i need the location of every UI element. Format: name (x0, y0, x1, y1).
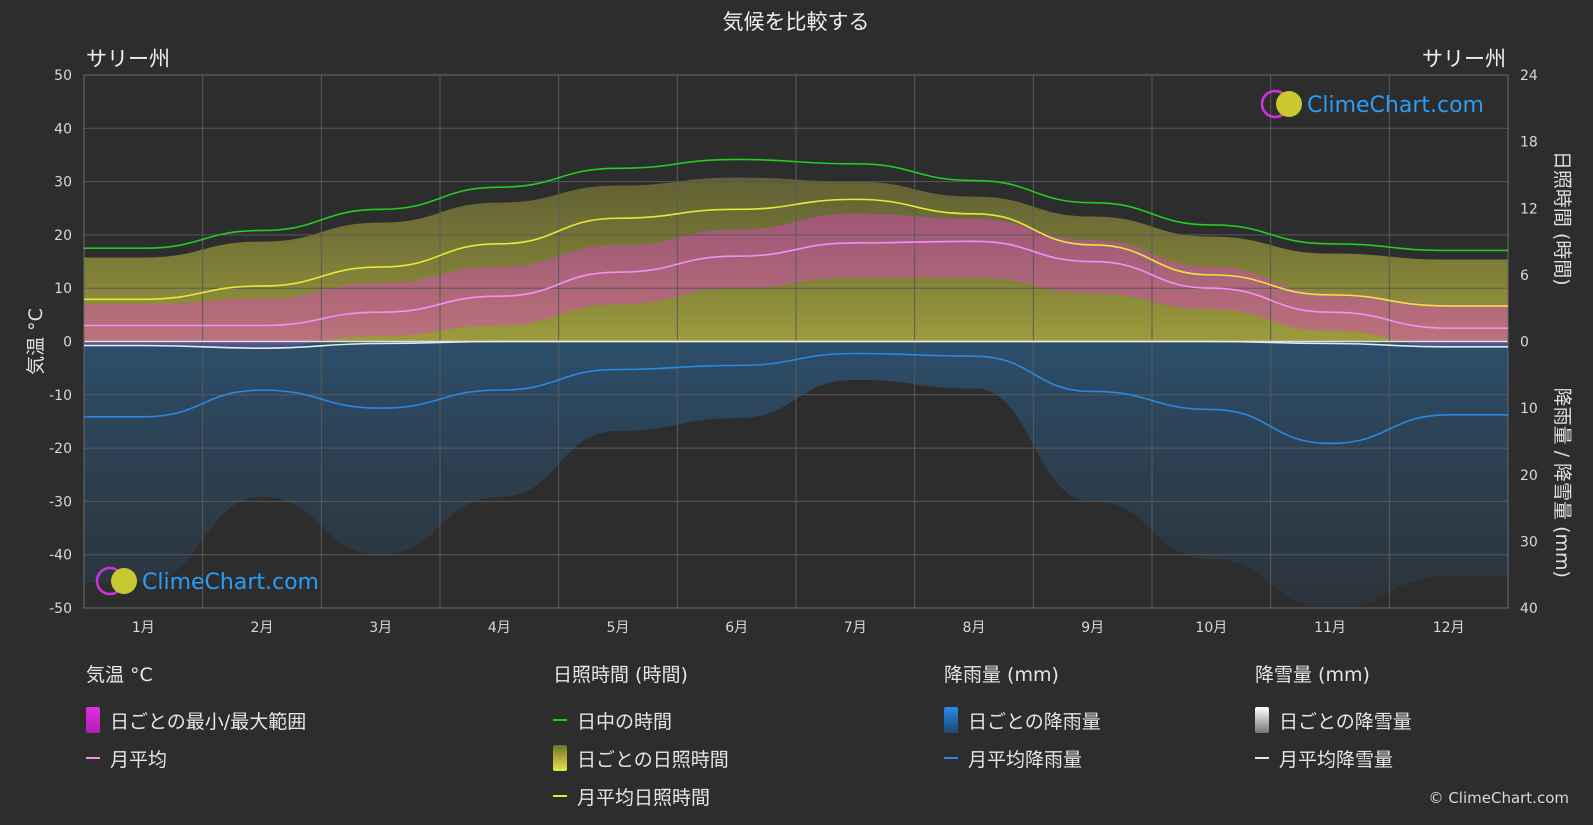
legend-item-daylight: 日中の時間 (553, 701, 729, 739)
temp-range-swatch (86, 707, 100, 733)
y-left-tick-10: -50 (49, 601, 72, 617)
y-right-bottom-tick-4: 40 (1520, 601, 1538, 617)
logo-bottom-text: ClimeChart.com (142, 570, 319, 595)
rain-avg-line (84, 352, 1508, 445)
daylight-swatch (553, 719, 567, 721)
legend-rain: 降雨量 (mm) 日ごとの降雨量 月平均降雨量 (944, 660, 1101, 777)
y-left-tick-7: -20 (49, 441, 72, 457)
snow-daily-swatch (1255, 707, 1269, 733)
legend-item-rain-daily: 日ごとの降雨量 (944, 701, 1101, 739)
logo-top-text: ClimeChart.com (1307, 93, 1484, 118)
y-right-top-tick-1: 18 (1520, 135, 1538, 151)
x-tick-3: 4月 (488, 620, 511, 636)
y-left-tick-2: 30 (54, 175, 72, 191)
rain-daily-swatch (944, 707, 958, 733)
y-left-tick-4: 10 (54, 281, 72, 297)
legend-sunshine: 日照時間 (時間) 日中の時間 日ごとの日照時間 月平均日照時間 (553, 660, 729, 815)
legend-sunshine-avg-label: 月平均日照時間 (577, 786, 711, 809)
x-tick-1: 2月 (251, 620, 274, 636)
legend-item-sunshine-avg: 月平均日照時間 (553, 777, 729, 815)
x-tick-7: 8月 (963, 620, 986, 636)
location-right: サリー州 (1422, 47, 1506, 71)
legend-snow-daily-label: 日ごとの降雪量 (1279, 710, 1412, 733)
legend-sunshine-header: 日照時間 (時間) (553, 664, 688, 686)
x-tick-8: 9月 (1081, 620, 1104, 636)
x-tick-10: 11月 (1314, 620, 1346, 636)
logo-top-sun-icon (1276, 91, 1302, 117)
sunshine-daily-swatch (553, 745, 567, 771)
legend-sunshine-daily-label: 日ごとの日照時間 (577, 748, 729, 771)
copyright: © ClimeChart.com (1428, 789, 1569, 807)
legend-rain-daily-label: 日ごとの降雨量 (968, 710, 1101, 733)
snow-avg-swatch (1255, 757, 1269, 759)
legend-item-rain-avg: 月平均降雨量 (944, 739, 1101, 777)
temp-avg-line (84, 240, 1508, 329)
location-left: サリー州 (86, 47, 170, 71)
legend-daylight-label: 日中の時間 (577, 710, 673, 733)
legend-snow-avg-label: 月平均降雪量 (1279, 748, 1394, 771)
legend-snow: 降雪量 (mm) 日ごとの降雪量 月平均降雪量 (1255, 660, 1412, 777)
y-right-top-tick-3: 6 (1520, 268, 1529, 284)
legend-item-sunshine-daily: 日ごとの日照時間 (553, 739, 729, 777)
daylight-line (83, 158, 1508, 252)
legend-temp-avg-label: 月平均 (110, 748, 168, 771)
legend-temperature-header: 気温 °C (86, 664, 153, 686)
y-right-bottom-label: 降雨量 / 降雪量 (mm) (1551, 388, 1573, 578)
x-tick-0: 1月 (132, 620, 155, 636)
rain-avg-swatch (944, 757, 958, 759)
legend-item-temp-range: 日ごとの最小/最大範囲 (86, 701, 306, 739)
x-tick-2: 3月 (369, 620, 392, 636)
snow-avg-line (83, 340, 1508, 349)
sunshine-avg-swatch (553, 795, 567, 797)
chart-title: 気候を比較する (723, 10, 870, 34)
y-left-tick-9: -40 (49, 548, 72, 564)
temp-avg-swatch (86, 757, 100, 759)
logo-bottom: ClimeChart.com (95, 566, 319, 596)
y-right-bottom-tick-3: 30 (1520, 534, 1538, 550)
legend-temperature: 気温 °C 日ごとの最小/最大範囲 月平均 (86, 660, 306, 777)
y-left-tick-0: 50 (54, 68, 72, 84)
x-tick-9: 10月 (1195, 620, 1227, 636)
legend-rain-header: 降雨量 (mm) (944, 664, 1059, 686)
y-left-tick-1: 40 (54, 121, 72, 137)
climate-chart: 50 40 30 20 10 0 -10 -20 -30 -40 -50 24 18 12 6 0 10 20 30… (25, 10, 1573, 636)
y-left-label: 気温 °C (25, 308, 47, 375)
y-left-tick-6: -10 (49, 388, 72, 404)
y-right-top-tick-2: 12 (1520, 201, 1538, 217)
x-tick-6: 7月 (844, 620, 867, 636)
x-tick-5: 6月 (725, 620, 748, 636)
legend-snow-header: 降雪量 (mm) (1255, 664, 1370, 686)
logo-bottom-sun-icon (111, 568, 137, 594)
legend-item-temp-avg: 月平均 (86, 739, 306, 777)
y-left-tick-5: 0 (63, 335, 72, 351)
sunshine-avg-line (83, 198, 1508, 307)
y-left-tick-3: 20 (54, 228, 72, 244)
legend-rain-avg-label: 月平均降雨量 (968, 748, 1083, 771)
plot-border (83, 74, 1509, 609)
x-tick-11: 12月 (1433, 620, 1465, 636)
legend-item-snow-avg: 月平均降雪量 (1255, 739, 1412, 777)
y-right-top-tick-4: 0 (1520, 335, 1529, 351)
x-tick-4: 5月 (607, 620, 630, 636)
y-right-bottom-tick-1: 10 (1520, 401, 1538, 417)
y-left-tick-8: -30 (49, 494, 72, 510)
y-right-top-label: 日照時間 (時間) (1551, 151, 1573, 286)
y-right-bottom-tick-2: 20 (1520, 468, 1538, 484)
legend-item-snow-daily: 日ごとの降雪量 (1255, 701, 1412, 739)
logo-top: ClimeChart.com (1260, 89, 1484, 119)
legend-temp-range-label: 日ごとの最小/最大範囲 (110, 710, 307, 733)
y-right-top-tick-0: 24 (1520, 68, 1538, 84)
